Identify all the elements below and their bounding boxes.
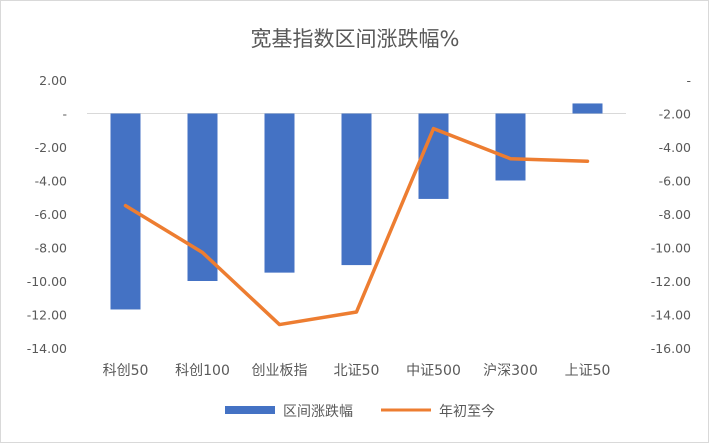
left-tick-label: 2.00 bbox=[39, 73, 67, 88]
category-label: 科创100 bbox=[175, 363, 230, 379]
category-label: 上证50 bbox=[565, 363, 611, 379]
left-tick-label: -2.00 bbox=[35, 140, 67, 155]
left-tick-label: -6.00 bbox=[35, 207, 67, 222]
right-tick-label: -2.00 bbox=[659, 107, 691, 122]
left-tick-label: -14.00 bbox=[27, 341, 67, 356]
right-tick-label: - bbox=[686, 73, 691, 88]
bar bbox=[495, 113, 526, 181]
left-tick-label: -12.00 bbox=[27, 308, 67, 323]
category-label: 北证50 bbox=[334, 363, 380, 379]
left-tick-label: -10.00 bbox=[27, 274, 67, 289]
right-tick-label: -12.00 bbox=[651, 274, 691, 289]
legend: 区间涨跌幅 年初至今 bbox=[225, 403, 495, 420]
right-tick-label: -10.00 bbox=[651, 241, 691, 256]
bar-series bbox=[110, 103, 603, 310]
right-tick-label: -14.00 bbox=[651, 308, 691, 323]
legend-bar-swatch bbox=[225, 406, 275, 414]
right-tick-label: -16.00 bbox=[651, 341, 691, 356]
category-label: 中证500 bbox=[406, 363, 461, 379]
legend-line-label: 年初至今 bbox=[439, 403, 495, 420]
bar bbox=[572, 103, 603, 114]
left-axis: 2.00 - -2.00 -4.00 -6.00 -8.00 -10.00 -12.00 -14… bbox=[27, 73, 67, 356]
left-tick-label: -8.00 bbox=[35, 241, 67, 256]
bar bbox=[264, 113, 295, 273]
right-tick-label: -8.00 bbox=[659, 207, 691, 222]
line-series bbox=[123, 126, 590, 327]
category-label: 创业板指 bbox=[252, 363, 308, 379]
category-label: 科创50 bbox=[103, 363, 149, 379]
right-tick-label: -6.00 bbox=[659, 174, 691, 189]
bar bbox=[341, 113, 372, 266]
category-label: 沪深300 bbox=[483, 363, 538, 379]
right-tick-label: -4.00 bbox=[659, 140, 691, 155]
category-axis: 科创50 科创100 创业板指 北证50 中证500 沪深300 上证50 bbox=[103, 363, 611, 379]
left-tick-label: - bbox=[62, 107, 67, 122]
legend-bar-label: 区间涨跌幅 bbox=[283, 404, 353, 420]
right-axis: - -2.00 -4.00 -6.00 -8.00 -10.00 -12.00 -14.00 -… bbox=[651, 73, 691, 356]
left-tick-label: -4.00 bbox=[35, 174, 67, 189]
chart-title: 宽基指数区间涨跌幅% bbox=[251, 27, 460, 51]
bar bbox=[187, 113, 218, 281]
